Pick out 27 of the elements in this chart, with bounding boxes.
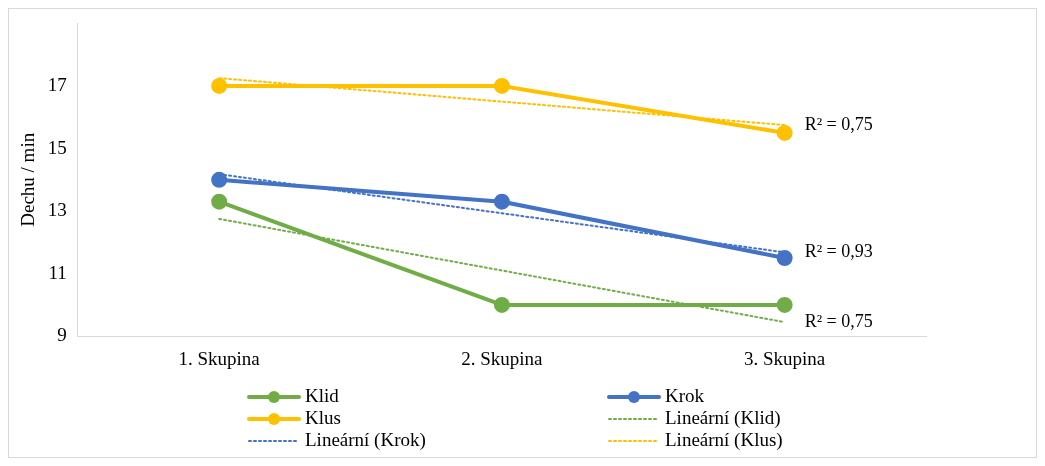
point bbox=[776, 124, 793, 141]
point bbox=[493, 77, 510, 94]
x-tick-label: 3. Skupina bbox=[743, 347, 826, 369]
legend-label: Lineární (Krok) bbox=[305, 428, 426, 451]
point bbox=[211, 193, 228, 210]
annotation: R² = 0,75 bbox=[804, 310, 873, 331]
y-tick-label: 11 bbox=[48, 261, 67, 283]
legend-label: Lineární (Klid) bbox=[665, 406, 781, 429]
legend-label: Lineární (Klus) bbox=[665, 428, 783, 451]
legend-label: Klus bbox=[305, 406, 341, 428]
legend-label: Klid bbox=[305, 384, 340, 406]
y-tick-label: 9 bbox=[57, 324, 67, 346]
point bbox=[776, 250, 793, 266]
y-axis-title: Dechu / min bbox=[17, 132, 39, 227]
x-tick-label: 1. Skupina bbox=[178, 347, 261, 369]
y-tick-label: 17 bbox=[47, 73, 67, 95]
x-tick-label: 2. Skupina bbox=[461, 347, 544, 369]
point bbox=[493, 296, 510, 313]
point bbox=[211, 171, 228, 188]
legend-label: Krok bbox=[665, 384, 705, 406]
y-tick-label: 15 bbox=[47, 136, 67, 158]
point bbox=[493, 193, 510, 210]
annotation: R² = 0,93 bbox=[804, 241, 873, 262]
point bbox=[211, 77, 228, 94]
point bbox=[776, 296, 793, 313]
y-tick-label: 13 bbox=[47, 199, 67, 221]
annotation: R² = 0,75 bbox=[804, 113, 873, 134]
